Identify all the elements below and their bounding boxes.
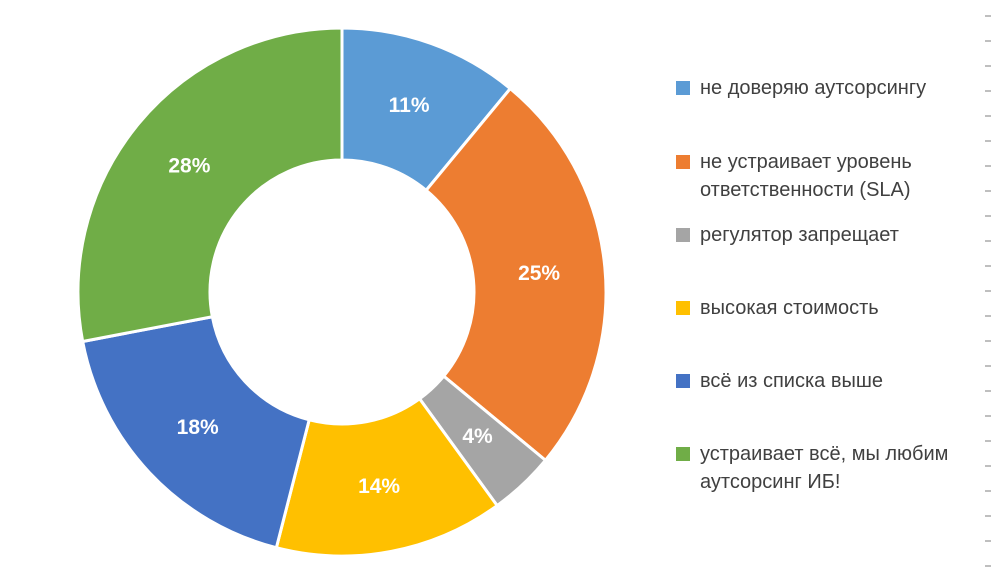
legend-swatch [676,228,690,242]
legend-item: устраивает всё, мы любим аутсорсинг ИБ! [676,440,991,496]
right-edge-tick [985,390,991,392]
right-edge-tick [985,565,991,567]
right-edge-tick [985,215,991,217]
slice-label: 14% [358,475,400,498]
right-edge-tick [985,415,991,417]
slice-label: 4% [462,425,493,448]
right-edge-tick [985,40,991,42]
legend-item: высокая стоимость [676,294,991,322]
legend-swatch [676,81,690,95]
slice-label: 25% [518,262,560,285]
right-edge-tick [985,115,991,117]
right-edge-tick [985,165,991,167]
legend-item: не устраивает уровень ответственности (S… [676,148,991,204]
right-edge-tick [985,315,991,317]
legend-swatch [676,155,690,169]
legend-swatch [676,374,690,388]
donut-slice [76,26,344,343]
right-edge-tick [985,365,991,367]
donut-slice [274,397,499,558]
right-edge-tick [985,190,991,192]
right-edge-tick [985,140,991,142]
right-edge-ticks [985,0,991,578]
right-edge-tick [985,540,991,542]
legend-item-label: не устраивает уровень ответственности (S… [700,151,912,201]
legend-swatch [676,301,690,315]
right-edge-tick [985,515,991,517]
right-edge-tick [985,90,991,92]
right-edge-tick [985,240,991,242]
slice-label: 11% [389,94,430,117]
legend-item: регулятор запрещает [676,221,991,249]
donut-slice [424,87,608,462]
legend-item-label: всё из списка выше [700,370,884,392]
legend-swatch [676,447,690,461]
right-edge-tick [985,465,991,467]
slice-label: 18% [177,416,219,439]
right-edge-tick [985,65,991,67]
legend-item: всё из списка выше [676,367,991,395]
right-edge-tick [985,440,991,442]
right-edge-tick [985,265,991,267]
legend: не доверяю аутсорсингу не устраивает уро… [676,0,991,578]
legend-item-label: высокая стоимость [700,297,879,319]
donut-chart: 11% 25% 4% 14% 18% 28% [76,26,608,558]
legend-item-label: не доверяю аутсорсингу [700,77,927,99]
slice-label: 28% [168,154,210,177]
right-edge-tick [985,490,991,492]
legend-item-label: регулятор запрещает [700,224,899,246]
legend-item-label: устраивает всё, мы любим аутсорсинг ИБ! [700,443,949,493]
legend-item: не доверяю аутсорсингу [676,74,991,102]
donut-slice [81,315,311,550]
right-edge-tick [985,290,991,292]
right-edge-tick [985,340,991,342]
right-edge-tick [985,15,991,17]
